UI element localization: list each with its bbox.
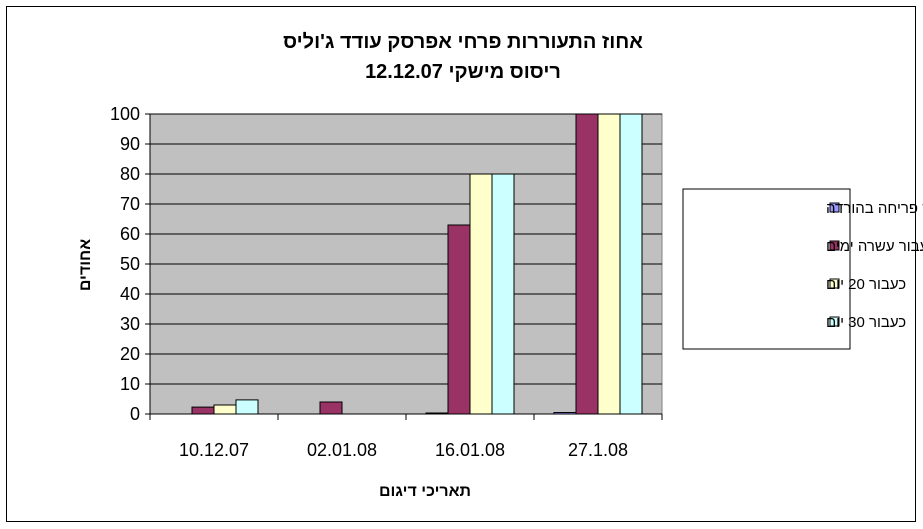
y-tick-label: 0: [130, 404, 140, 424]
chart-title: אחוז התעוררות פרחי אפרסק עודד ג'וליס: [283, 31, 643, 53]
x-tick-label: 27.1.08: [568, 440, 628, 460]
y-tick-label: 20: [120, 344, 140, 364]
bar: [191, 406, 215, 415]
bar: [469, 173, 493, 415]
y-tick-label: 70: [120, 194, 140, 214]
x-tick-label: 16.01.08: [435, 440, 505, 460]
legend-label: כעבור 20 יום: [826, 276, 906, 293]
chart-subtitle: ריסוס מישקי 12.12.07: [365, 61, 561, 83]
y-tick-label: 50: [120, 254, 140, 274]
x-tick-label: 02.01.08: [307, 440, 377, 460]
y-axis-title: אחודים: [77, 239, 94, 291]
y-tick-label: 100: [110, 104, 140, 124]
bar: [319, 401, 343, 415]
bar: [235, 399, 259, 415]
bar: [491, 173, 515, 415]
x-tick-labels: 10.12.07 02.01.08 16.01.08 27.1.08: [149, 414, 663, 460]
legend-swatch: [829, 240, 840, 251]
y-tick-labels: 0 10 20 30 40 50 60 70 80 90 100: [110, 104, 150, 424]
y-tick-label: 60: [120, 224, 140, 244]
bar: [619, 113, 643, 415]
legend-swatch: [829, 316, 840, 327]
y-tick-label: 80: [120, 164, 140, 184]
y-tick-label: 90: [120, 134, 140, 154]
y-tick-label: 30: [120, 314, 140, 334]
y-tick-label: 40: [120, 284, 140, 304]
bar: [447, 224, 471, 415]
x-axis-title: תאריכי דיגום: [379, 483, 471, 500]
legend-swatch: [829, 202, 840, 213]
legend-label: כעבור עשרה ימים: [826, 238, 923, 255]
legend-label: כעבור 30 יום: [826, 314, 906, 331]
legend-swatch: [829, 278, 840, 289]
x-tick-label: 10.12.07: [179, 440, 249, 460]
y-tick-label: 10: [120, 374, 140, 394]
legend-box: [682, 188, 851, 350]
legend-label: אחוז פריחה בהורדה: [826, 200, 923, 217]
bar: [575, 113, 599, 415]
bars: [191, 113, 643, 415]
legend: אחוז פריחה בהורדה כעבור עשרה ימים כעבור 20…: [682, 188, 923, 350]
bar: [213, 404, 237, 415]
bar: [597, 113, 621, 415]
